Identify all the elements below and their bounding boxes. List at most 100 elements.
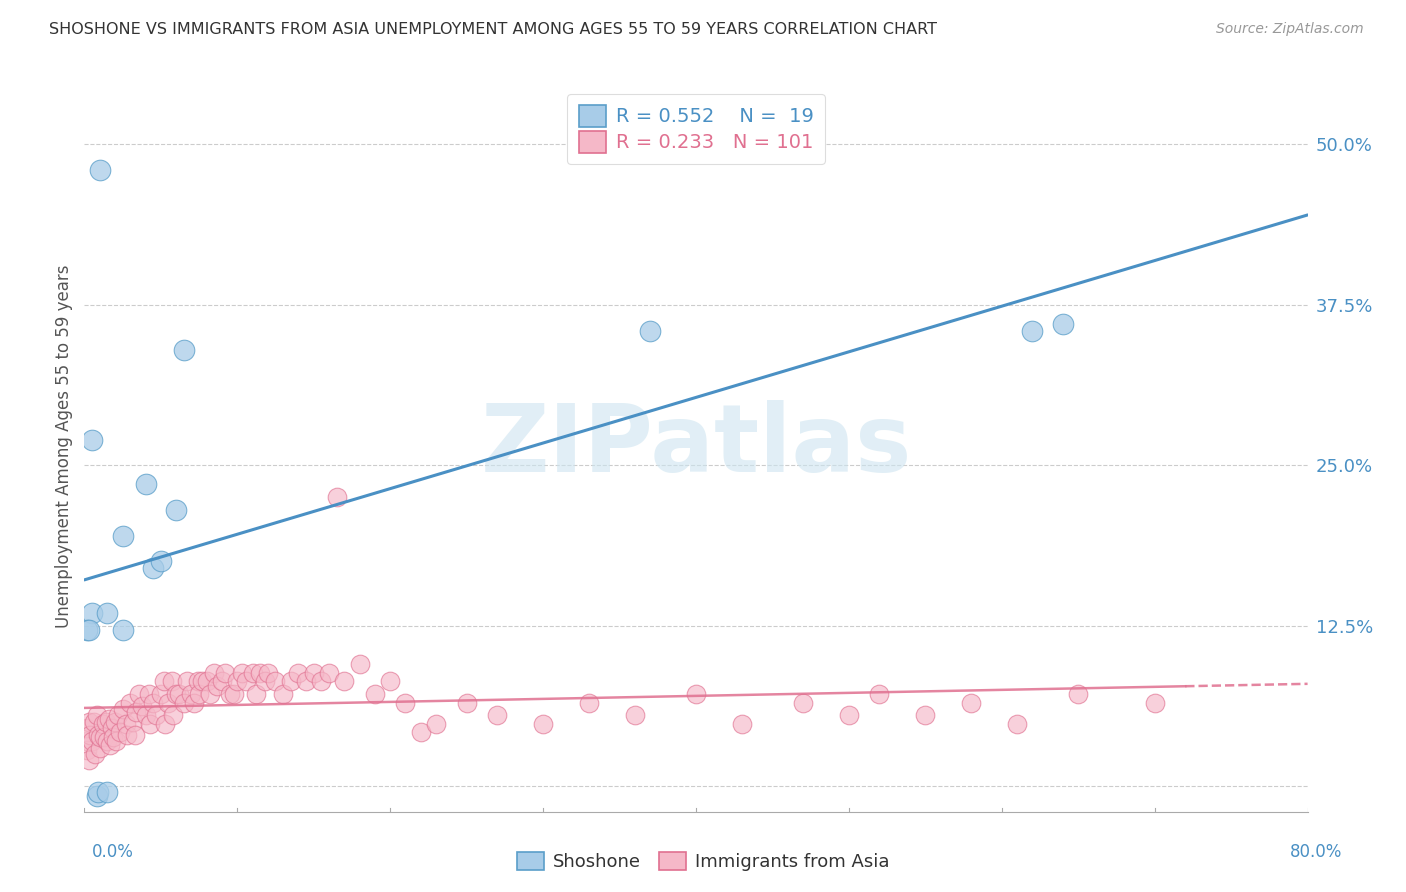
Point [731,717,754,731]
Point [101,721,124,735]
Point [96,734,118,748]
Point [120,696,142,710]
Point [149,554,172,568]
Point [131,699,153,714]
Point [91,717,114,731]
Point [191,673,214,688]
Point [83,714,105,729]
Point [89,740,111,755]
Point [249,666,271,681]
Point [93,731,115,745]
Legend: Shoshone, Immigrants from Asia: Shoshone, Immigrants from Asia [509,845,897,879]
Point [186,673,208,688]
Point [838,708,860,723]
Point [80,606,103,620]
Point [264,673,287,688]
Point [142,696,165,710]
Point [108,725,131,739]
Point [253,673,276,688]
Point [792,696,814,710]
Point [153,673,176,688]
Point [149,687,172,701]
Point [135,708,157,723]
Point [231,666,253,681]
Point [77,623,100,637]
Point [257,666,280,681]
Point [87,728,110,742]
Point [380,673,402,688]
Point [107,708,129,723]
Point [235,673,257,688]
Point [183,696,205,710]
Point [271,687,294,701]
Point [914,708,936,723]
Point [425,717,447,731]
Point [176,673,198,688]
Point [218,687,240,701]
Point [76,721,98,735]
Text: SHOSHONE VS IMMIGRANTS FROM ASIA UNEMPLOYMENT AMONG AGES 55 TO 59 YEARS CORRELAT: SHOSHONE VS IMMIGRANTS FROM ASIA UNEMPLO… [49,22,938,37]
Point [142,561,165,575]
Point [145,708,167,723]
Point [124,728,146,742]
Point [325,491,347,505]
Point [157,696,180,710]
Point [80,433,103,447]
Point [86,789,108,804]
Point [76,734,98,748]
Point [79,728,101,742]
Text: 80.0%: 80.0% [1291,843,1343,861]
Point [960,696,983,710]
Point [96,785,118,799]
Point [188,687,211,701]
Point [456,696,478,710]
Point [214,666,236,681]
Point [409,725,432,739]
Point [207,679,229,693]
Point [173,343,195,357]
Point [685,687,707,701]
Text: Source: ZipAtlas.com: Source: ZipAtlas.com [1216,22,1364,37]
Point [1021,324,1043,338]
Point [165,687,187,701]
Point [226,673,249,688]
Point [486,708,509,723]
Text: 0.0%: 0.0% [91,843,134,861]
Point [115,728,138,742]
Point [173,696,195,710]
Point [138,687,160,701]
Point [624,708,647,723]
Point [198,687,221,701]
Y-axis label: Unemployment Among Ages 55 to 59 years: Unemployment Among Ages 55 to 59 years [55,264,73,628]
Point [162,708,184,723]
Point [1005,717,1028,731]
Point [245,687,267,701]
Point [1067,687,1090,701]
Point [105,734,128,748]
Point [155,717,177,731]
Point [122,714,145,729]
Point [87,785,110,799]
Point [318,666,340,681]
Point [104,714,127,729]
Point [202,666,225,681]
Point [287,666,309,681]
Point [195,673,218,688]
Point [135,477,157,491]
Point [578,696,600,710]
Point [302,666,325,681]
Point [111,702,134,716]
Point [295,673,318,688]
Point [242,666,264,681]
Point [333,673,356,688]
Point [76,623,98,637]
Point [311,673,333,688]
Point [160,673,183,688]
Point [77,753,100,767]
Point [80,734,103,748]
Point [349,657,371,672]
Point [531,717,554,731]
Point [1052,317,1074,331]
Point [77,714,100,729]
Point [165,503,187,517]
